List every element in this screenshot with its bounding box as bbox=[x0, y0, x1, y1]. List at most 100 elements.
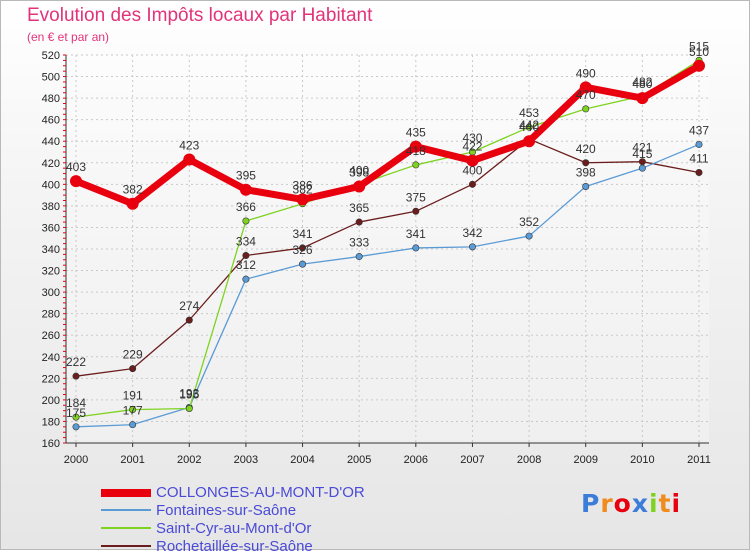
data-point-1 bbox=[129, 421, 137, 429]
data-point-2 bbox=[582, 105, 590, 113]
data-point-3 bbox=[695, 168, 703, 176]
logo-letter: i bbox=[649, 489, 659, 518]
legend-label-collonges: COLLONGES-AU-MONT-D'OR bbox=[156, 484, 365, 501]
y-tick-label: 220 bbox=[42, 373, 60, 385]
data-point-0 bbox=[693, 59, 705, 72]
legend: COLLONGES-AU-MONT-D'OR Fontaines-sur-Saô… bbox=[101, 484, 421, 556]
legend-item-rochetaillee: Rochetaillée-sur-Saône bbox=[101, 538, 421, 556]
x-tick-label: 2003 bbox=[234, 454, 258, 466]
y-tick-label: 260 bbox=[42, 330, 60, 342]
data-label-2: 453 bbox=[519, 106, 539, 120]
data-label-3: 442 bbox=[519, 118, 539, 132]
data-point-0 bbox=[239, 183, 252, 196]
data-label-1: 342 bbox=[462, 226, 482, 240]
legend-label-rochetaillee: Rochetaillée-sur-Saône bbox=[156, 538, 313, 555]
data-point-0 bbox=[126, 197, 139, 210]
data-point-1 bbox=[582, 182, 590, 190]
data-point-2 bbox=[525, 123, 533, 131]
data-label-2: 382 bbox=[293, 183, 313, 197]
data-point-3 bbox=[242, 251, 250, 259]
data-point-2 bbox=[242, 217, 250, 225]
data-label-0: 435 bbox=[406, 126, 426, 140]
legend-swatch-fontaines bbox=[101, 509, 151, 511]
y-tick-label: 300 bbox=[42, 287, 60, 299]
data-label-0: 403 bbox=[66, 160, 86, 174]
legend-swatch-rochetaillee bbox=[101, 545, 151, 547]
logo-letter: P bbox=[581, 489, 601, 518]
proxiti-logo: Proxiti bbox=[581, 489, 681, 518]
data-label-3: 341 bbox=[293, 227, 313, 241]
data-label-1: 326 bbox=[293, 243, 313, 257]
data-label-1: 341 bbox=[406, 227, 426, 241]
data-point-3 bbox=[72, 372, 80, 380]
legend-label-fontaines: Fontaines-sur-Saône bbox=[156, 502, 297, 519]
data-label-0: 490 bbox=[576, 66, 596, 80]
y-tick-label: 340 bbox=[42, 244, 60, 256]
data-point-0 bbox=[296, 193, 309, 206]
series-line-1 bbox=[75, 143, 700, 428]
x-tick-label: 2008 bbox=[517, 454, 541, 466]
data-point-0 bbox=[466, 154, 479, 167]
legend-item-fontaines: Fontaines-sur-Saône bbox=[101, 502, 421, 520]
data-point-1 bbox=[638, 164, 646, 172]
data-point-0 bbox=[183, 153, 196, 166]
data-label-2: 400 bbox=[349, 163, 369, 177]
data-label-1: 437 bbox=[689, 123, 709, 137]
data-label-3: 411 bbox=[689, 151, 708, 165]
logo-letter: t bbox=[658, 489, 672, 518]
data-point-0 bbox=[353, 180, 366, 193]
data-label-2: 482 bbox=[632, 75, 652, 89]
x-tick-label: 2011 bbox=[687, 454, 711, 466]
data-point-1 bbox=[355, 253, 363, 261]
data-label-2: 184 bbox=[66, 396, 86, 410]
data-label-0: 510 bbox=[689, 45, 709, 59]
x-tick-label: 2000 bbox=[64, 454, 88, 466]
data-point-2 bbox=[412, 161, 420, 169]
logo-letter: x bbox=[631, 489, 649, 518]
legend-item-collonges: COLLONGES-AU-MONT-D'OR bbox=[101, 484, 421, 502]
data-label-3: 420 bbox=[576, 142, 596, 156]
data-point-3 bbox=[299, 244, 307, 252]
y-tick-label: 460 bbox=[42, 115, 60, 127]
x-tick-label: 2006 bbox=[404, 454, 428, 466]
data-point-0 bbox=[523, 135, 536, 148]
y-tick-label: 440 bbox=[42, 136, 60, 148]
data-point-2 bbox=[72, 413, 80, 421]
data-label-2: 515 bbox=[689, 39, 709, 53]
logo-letter: r bbox=[600, 489, 614, 518]
data-label-2: 470 bbox=[576, 88, 596, 102]
data-point-3 bbox=[185, 316, 193, 324]
data-label-0: 422 bbox=[462, 140, 482, 154]
data-point-1 bbox=[412, 244, 420, 252]
logo-letter: i bbox=[671, 489, 682, 518]
data-label-1: 415 bbox=[632, 147, 652, 161]
y-tick-label: 200 bbox=[42, 395, 60, 407]
data-label-1: 398 bbox=[576, 165, 596, 179]
data-label-2: 191 bbox=[123, 389, 143, 403]
data-point-0 bbox=[409, 140, 422, 153]
data-label-1: 333 bbox=[349, 236, 369, 250]
data-label-1: 312 bbox=[236, 258, 256, 272]
data-label-3: 222 bbox=[66, 355, 86, 369]
data-label-2: 366 bbox=[236, 200, 256, 214]
data-label-3: 334 bbox=[236, 234, 256, 248]
data-point-3 bbox=[468, 180, 476, 188]
data-label-0: 440 bbox=[519, 120, 539, 134]
data-point-3 bbox=[582, 159, 590, 167]
data-label-3: 365 bbox=[349, 201, 369, 215]
y-tick-label: 280 bbox=[42, 309, 60, 321]
series-line-0 bbox=[72, 62, 703, 208]
data-label-3: 229 bbox=[123, 348, 143, 362]
y-tick-label: 400 bbox=[42, 179, 60, 191]
legend-item-saint-cyr: Saint-Cyr-au-Mont-d'Or bbox=[101, 520, 421, 538]
legend-swatch-collonges bbox=[101, 489, 151, 497]
data-label-0: 382 bbox=[123, 183, 143, 197]
legend-swatch-saint-cyr bbox=[101, 527, 151, 529]
data-label-1: 175 bbox=[66, 406, 86, 420]
chart-subtitle: (en € et par an) bbox=[27, 30, 110, 44]
data-label-3: 400 bbox=[462, 163, 482, 177]
y-tick-label: 240 bbox=[42, 352, 60, 364]
data-point-3 bbox=[129, 365, 137, 373]
